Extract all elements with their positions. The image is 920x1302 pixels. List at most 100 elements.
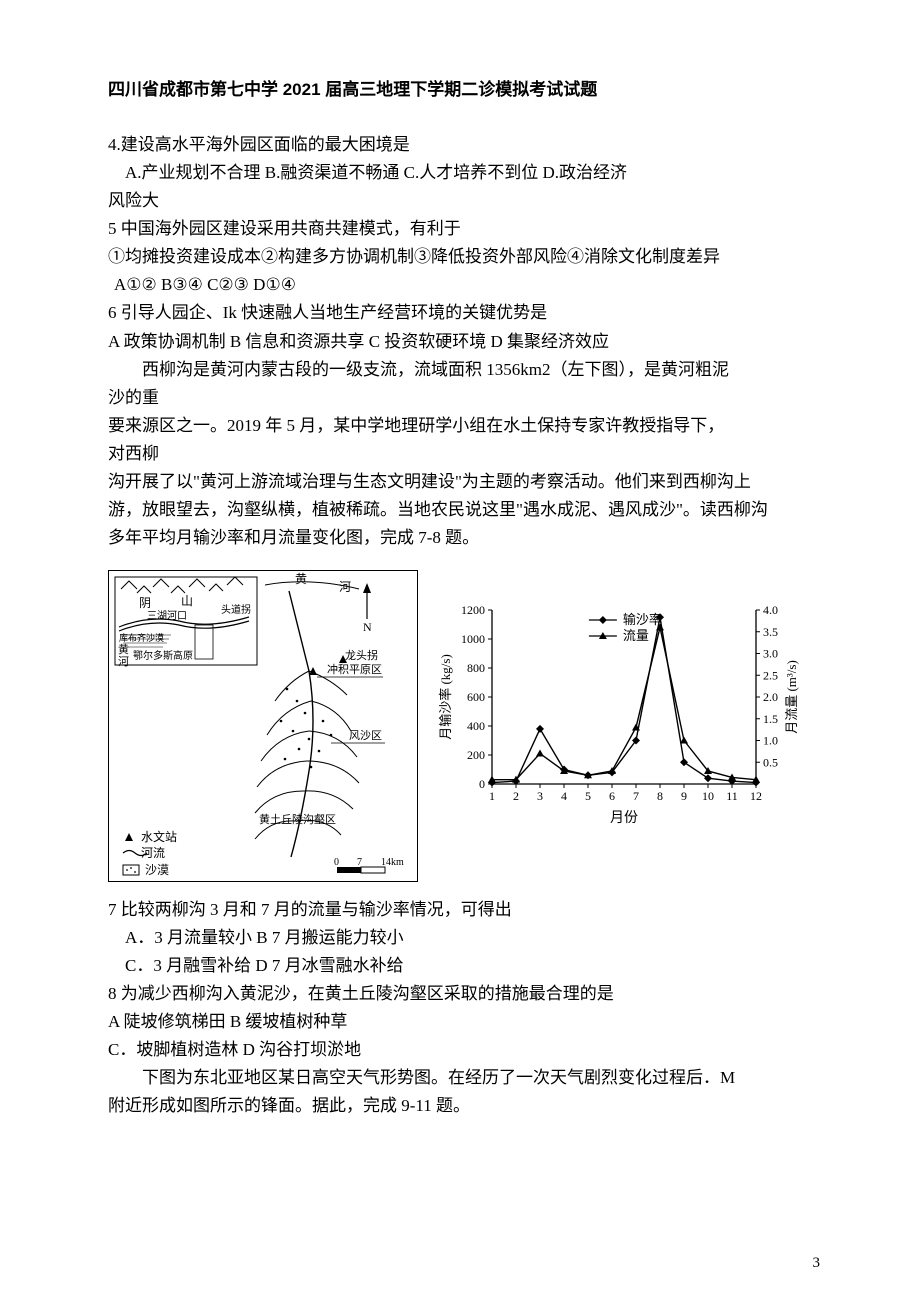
svg-text:流量: 流量 xyxy=(623,628,649,643)
svg-text:1.5: 1.5 xyxy=(763,712,778,726)
svg-text:0: 0 xyxy=(479,777,485,791)
p1-l7: 多年平均月输沙率和月流量变化图，完成 7-8 题。 xyxy=(108,524,820,552)
p1-l1: 西柳沟是黄河内蒙古段的一级支流，流域面积 1356km2（左下图），是黄河粗泥 xyxy=(108,356,820,384)
svg-text:0: 0 xyxy=(334,857,339,868)
q7-row1: A．3 月流量较小 B 7 月搬运能力较小 xyxy=(108,924,820,952)
q8-stem: 8 为减少西柳沟入黄泥沙，在黄土丘陵沟壑区采取的措施最合理的是 xyxy=(108,980,820,1008)
q6-stem: 6 引导人园企、Ik 快速融人当地生产经营环境的关键优势是 xyxy=(108,299,820,327)
q7-optC[interactable]: C．3 月融雪补给 xyxy=(125,956,251,975)
svg-text:1: 1 xyxy=(489,789,495,803)
svg-text:7: 7 xyxy=(357,857,362,868)
svg-text:1200: 1200 xyxy=(461,603,485,617)
svg-text:8: 8 xyxy=(657,789,663,803)
p1-l2: 沙的重 xyxy=(108,384,820,412)
map-huangtu: 黄土丘陵沟壑区 xyxy=(259,812,336,826)
svg-text:600: 600 xyxy=(467,690,485,704)
svg-text:12: 12 xyxy=(750,789,762,803)
page-title: 四川省成都市第七中学 2021 届高三地理下学期二诊模拟考试试题 xyxy=(108,76,820,103)
svg-text:1000: 1000 xyxy=(461,632,485,646)
q7-optD[interactable]: D 7 月冰雪融水补给 xyxy=(255,956,403,975)
svg-text:10: 10 xyxy=(702,789,714,803)
svg-text:2: 2 xyxy=(513,789,519,803)
q8-optD[interactable]: D 沟谷打坝淤地 xyxy=(243,1040,362,1059)
q7-row2: C．3 月融雪补给 D 7 月冰雪融水补给 xyxy=(108,952,820,980)
svg-text:11: 11 xyxy=(726,789,738,803)
q4-stem: 4.建设高水平海外园区面临的最大困境是 xyxy=(108,131,820,159)
map-river-top: 河 xyxy=(339,580,351,594)
svg-text:月输沙率 (kg/s): 月输沙率 (kg/s) xyxy=(438,654,453,740)
q4-optB[interactable]: B.融资渠道不畅通 xyxy=(265,163,400,182)
q6-optB[interactable]: B 信息和资源共享 xyxy=(230,332,365,351)
map-huang: 黄 xyxy=(118,642,129,656)
svg-text:3: 3 xyxy=(537,789,543,803)
svg-text:月份: 月份 xyxy=(610,810,638,826)
svg-text:输沙率: 输沙率 xyxy=(623,612,662,627)
q4-optD-wrap: 风险大 xyxy=(108,187,820,215)
q6-options: A 政策协调机制 B 信息和资源共享 C 投资软硬环境 D 集聚经济效应 xyxy=(108,328,820,356)
q7-optA[interactable]: A．3 月流量较小 xyxy=(125,928,252,947)
q8-optB[interactable]: B 缓坡植树种草 xyxy=(230,1012,348,1031)
q8-optC[interactable]: C．坡脚植树造林 xyxy=(108,1040,238,1059)
q4-optC[interactable]: C.人才培养不到位 xyxy=(404,163,539,182)
map-chongji: 冲积平原区 xyxy=(327,662,382,676)
q5-optB[interactable]: B③④ xyxy=(161,275,203,294)
svg-text:3.5: 3.5 xyxy=(763,625,778,639)
svg-text:4: 4 xyxy=(561,789,567,803)
svg-text:2.0: 2.0 xyxy=(763,690,778,704)
q5-optC[interactable]: C②③ xyxy=(207,275,249,294)
svg-text:N: N xyxy=(363,620,372,634)
svg-text:3.0: 3.0 xyxy=(763,646,778,660)
map-erdos: 鄂尔多斯高原 xyxy=(133,649,193,662)
svg-text:5: 5 xyxy=(585,789,591,803)
svg-text:800: 800 xyxy=(467,661,485,675)
q4-optD[interactable]: D.政治经济 xyxy=(542,163,627,182)
svg-text:400: 400 xyxy=(467,719,485,733)
map-figure: 阴 山 三湖河口 库布齐沙漠 黄 河 鄂尔多斯高原 头道拐 xyxy=(108,570,418,882)
svg-text:200: 200 xyxy=(467,748,485,762)
q6-optC[interactable]: C 投资软硬环境 xyxy=(369,332,487,351)
q5-options: A①② B③④ C②③ D①④ xyxy=(108,271,820,299)
map-tdg: 头道拐 xyxy=(221,603,251,616)
legend-station: 水文站 xyxy=(141,829,177,844)
q4-optA[interactable]: A.产业规划不合理 xyxy=(125,163,261,182)
p1-l4: 对西柳 xyxy=(108,440,820,468)
q8-optA[interactable]: A 陡坡修筑梯田 xyxy=(108,1012,226,1031)
q5-optA[interactable]: A①② xyxy=(114,275,157,294)
map-sanhu: 三湖河口 xyxy=(147,610,187,622)
svg-text:0.5: 0.5 xyxy=(763,755,778,769)
legend-desert: 沙漠 xyxy=(145,863,169,877)
p1-l5: 沟开展了以"黄河上游流域治理与生态文明建设"为主题的考察活动。他们来到西柳沟上 xyxy=(108,468,820,496)
chart-figure: 0 200 400 600 800 1000 1200 0.5 1.0 1.5 2.0 2.5 3.0 3… xyxy=(436,598,806,828)
page-number: 3 xyxy=(813,1255,821,1272)
svg-text:6: 6 xyxy=(609,789,615,803)
map-fengsha: 风沙区 xyxy=(349,729,382,742)
map-river-mid: 黄 xyxy=(295,572,307,586)
scale-bar: 0 7 14km xyxy=(334,857,404,873)
p1-l3: 要来源区之一。2019 年 5 月，某中学地理研学小组在水土保持专家许教授指导下… xyxy=(108,412,820,440)
q4-options: A.产业规划不合理 B.融资渠道不畅通 C.人才培养不到位 D.政治经济 xyxy=(108,159,820,187)
q7-stem: 7 比较两柳沟 3 月和 7 月的流量与输沙率情况，可得出 xyxy=(108,896,820,924)
figure-row: 阴 山 三湖河口 库布齐沙漠 黄 河 鄂尔多斯高原 头道拐 xyxy=(108,570,820,882)
svg-text:14km: 14km xyxy=(381,857,404,868)
svg-text:2.5: 2.5 xyxy=(763,668,778,682)
q5-items: ①均摊投资建设成本②构建多方协调机制③降低投资外部风险④消除文化制度差异 xyxy=(108,243,820,271)
svg-text:4.0: 4.0 xyxy=(763,603,778,617)
map-he: 河 xyxy=(118,655,129,668)
p2-l2: 附近形成如图所示的锋面。据此，完成 9-11 题。 xyxy=(108,1092,820,1120)
p1-l6: 游，放眼望去，沟壑纵横，植被稀疏。当地农民说这里"遇水成泥、遇风成沙"。读西柳沟 xyxy=(108,496,820,524)
svg-text:9: 9 xyxy=(681,789,687,803)
svg-text:1.0: 1.0 xyxy=(763,733,778,747)
q6-optD[interactable]: D 集聚经济效应 xyxy=(491,332,610,351)
q5-stem: 5 中国海外园区建设采用共商共建模式，有利于 xyxy=(108,215,820,243)
map-yinshan: 阴 xyxy=(139,596,151,610)
p2-l1: 下图为东北亚地区某日高空天气形势图。在经历了一次天气剧烈变化过程后．M xyxy=(108,1064,820,1092)
q7-optB[interactable]: B 7 月搬运能力较小 xyxy=(256,928,403,947)
legend-river: 河流 xyxy=(141,846,165,860)
q5-optD[interactable]: D①④ xyxy=(253,275,296,294)
map-kbq: 库布齐沙漠 xyxy=(119,632,164,643)
q6-optA[interactable]: A 政策协调机制 xyxy=(108,332,226,351)
q8-row1: A 陡坡修筑梯田 B 缓坡植树种草 xyxy=(108,1008,820,1036)
map-ltg: 龙头拐 xyxy=(345,648,378,662)
north-arrow: N xyxy=(363,583,372,634)
svg-text:7: 7 xyxy=(633,789,639,803)
